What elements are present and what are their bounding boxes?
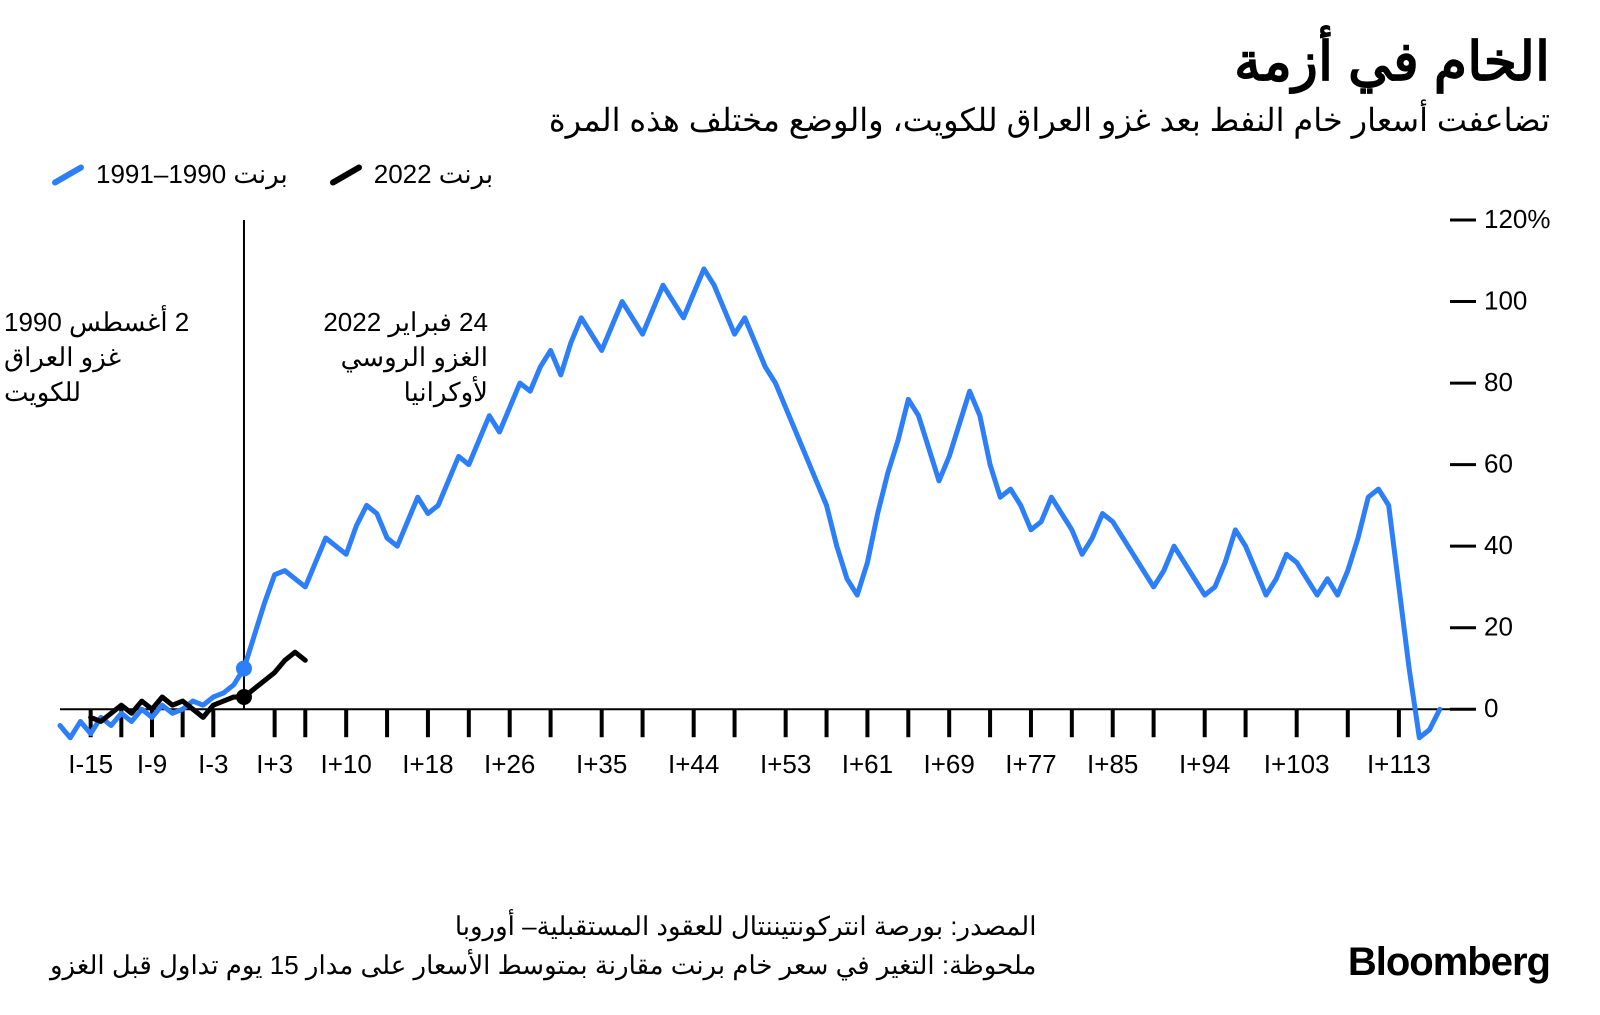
svg-text:100: 100: [1484, 286, 1527, 316]
svg-text:I-15: I-15: [68, 749, 113, 779]
footer-text: المصدر: بورصة انتركونتيننتال للعقود المس…: [50, 907, 1036, 985]
svg-text:20: 20: [1484, 612, 1513, 642]
chart-title: الخام في أزمة: [50, 30, 1550, 93]
svg-text:I+44: I+44: [668, 749, 719, 779]
svg-text:0: 0: [1484, 693, 1498, 723]
svg-text:I-9: I-9: [137, 749, 167, 779]
svg-text:I+77: I+77: [1005, 749, 1056, 779]
svg-text:I+94: I+94: [1179, 749, 1230, 779]
svg-text:I+103: I+103: [1264, 749, 1330, 779]
svg-text:I+85: I+85: [1087, 749, 1138, 779]
legend-item-series2: برنت 2022: [328, 159, 493, 190]
footer-note: ملحوظة: التغير في سعر خام برنت مقارنة بم…: [50, 946, 1036, 985]
legend-label-series1: برنت 1990–1991: [96, 159, 288, 190]
svg-text:I+113: I+113: [1367, 749, 1431, 779]
svg-text:I+69: I+69: [924, 749, 975, 779]
svg-text:I+18: I+18: [402, 749, 453, 779]
legend: برنت 1990–1991 برنت 2022: [50, 159, 1550, 190]
legend-swatch-series2: [329, 163, 363, 186]
svg-text:I+10: I+10: [321, 749, 372, 779]
legend-item-series1: برنت 1990–1991: [50, 159, 288, 190]
svg-text:80: 80: [1484, 367, 1513, 397]
chart-subtitle: تضاعفت أسعار خام النفط بعد غزو العراق لل…: [50, 101, 1550, 139]
chart-area: 0 20 40 60 80 100 120% I-15 I-9 I-3 I+3 I+10 I+18 I+2…: [50, 200, 1550, 840]
svg-text:I+26: I+26: [484, 749, 535, 779]
line-chart: 0 20 40 60 80 100 120% I-15 I-9 I-3 I+3 I+10 I+18 I+2…: [50, 200, 1550, 840]
legend-label-series2: برنت 2022: [374, 159, 493, 190]
annotation-2022: 24 فبراير 2022الغزو الروسيلأوكرانيا: [258, 305, 488, 410]
svg-text:I-3: I-3: [198, 749, 228, 779]
svg-text:40: 40: [1484, 530, 1513, 560]
brand-logo: Bloomberg: [1348, 940, 1550, 985]
annotation-1990: 2 أغسطس 1990غزو العراقللكويت: [4, 305, 229, 410]
svg-text:I+53: I+53: [760, 749, 811, 779]
svg-text:I+35: I+35: [576, 749, 627, 779]
legend-swatch-series1: [51, 163, 85, 186]
svg-text:120%: 120%: [1484, 204, 1550, 234]
svg-text:I+3: I+3: [256, 749, 293, 779]
footer-source: المصدر: بورصة انتركونتيننتال للعقود المس…: [50, 907, 1036, 946]
svg-text:60: 60: [1484, 449, 1513, 479]
svg-text:I+61: I+61: [842, 749, 893, 779]
